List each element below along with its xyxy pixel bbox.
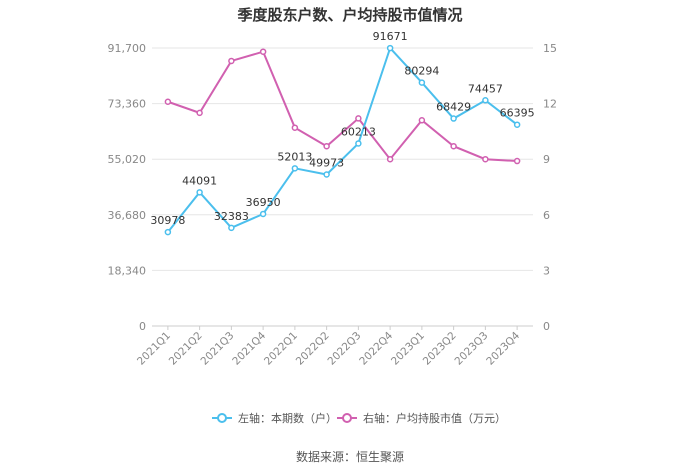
market-value-point[interactable] xyxy=(418,117,426,124)
market-value-point[interactable] xyxy=(386,155,394,163)
left-axis-tick-label: 36,680 xyxy=(108,209,147,222)
x-axis-tick-label: 2023Q3 xyxy=(453,330,491,368)
holders-data-label: 91671 xyxy=(373,30,408,43)
market-value-point[interactable] xyxy=(355,115,362,122)
holders-point[interactable] xyxy=(386,44,394,52)
market-value-point[interactable] xyxy=(482,155,489,163)
holders-data-label: 80294 xyxy=(404,65,439,78)
holders-point[interactable] xyxy=(513,121,521,128)
holders-point[interactable] xyxy=(228,224,235,232)
series-line-market-value xyxy=(167,50,518,163)
market-value-point[interactable] xyxy=(259,48,267,55)
grid-lines xyxy=(152,47,533,327)
right-axis-tick-label: 6 xyxy=(543,209,550,222)
holders-point[interactable] xyxy=(164,228,172,236)
legend-swatch-right-marker xyxy=(342,413,352,423)
holders-data-label: 36950 xyxy=(246,196,281,209)
market-value-point[interactable] xyxy=(450,142,457,150)
legend-label-left: 左轴：本期数（户） xyxy=(238,411,337,425)
holders-data-label: 68429 xyxy=(436,101,471,114)
holders-data-label: 30978 xyxy=(150,214,185,227)
series-line-holders xyxy=(167,46,518,233)
holders-data-label: 60213 xyxy=(341,125,376,138)
x-axis-ticks: 2021Q12021Q22021Q32021Q42022Q12022Q22022… xyxy=(135,326,522,368)
market-value-point[interactable] xyxy=(196,109,203,117)
legend-swatch-left-marker xyxy=(217,413,227,423)
holders-point[interactable] xyxy=(291,165,299,172)
x-axis-tick-label: 2021Q4 xyxy=(230,329,268,367)
left-axis-tick-label: 0 xyxy=(139,320,146,333)
holders-point[interactable] xyxy=(323,171,330,178)
holders-data-label: 49973 xyxy=(309,157,344,170)
market-value-point[interactable] xyxy=(164,98,172,105)
holders-point[interactable] xyxy=(355,140,362,147)
market-value-point[interactable] xyxy=(513,157,521,165)
market-value-point[interactable] xyxy=(323,142,330,150)
x-axis-tick-label: 2021Q1 xyxy=(135,330,173,368)
holders-data-label: 66395 xyxy=(500,107,535,120)
holders-data-label: 74457 xyxy=(468,82,503,95)
right-axis-tick-label: 15 xyxy=(543,42,557,55)
right-axis-ticks: 0 3 6 9 12 15 xyxy=(543,42,557,333)
right-axis-tick-label: 3 xyxy=(543,264,550,277)
chart-title: 季度股东户数、户均持股市值情况 xyxy=(237,6,462,24)
holders-data-label: 44091 xyxy=(182,174,217,187)
legend-item-left-series[interactable]: 左轴：本期数（户） xyxy=(212,411,337,425)
x-axis-tick-label: 2023Q4 xyxy=(484,329,522,367)
holders-point[interactable] xyxy=(259,210,267,218)
left-axis-tick-label: 18,340 xyxy=(108,264,147,277)
legend[interactable]: 左轴：本期数（户） 右轴：户均持股市值（万元） xyxy=(212,411,506,425)
series-layer xyxy=(164,44,521,236)
data-source: 数据来源：恒生聚源 xyxy=(296,449,404,464)
x-axis-tick-label: 2022Q3 xyxy=(326,330,364,368)
market-value-point[interactable] xyxy=(291,124,299,131)
holders-point[interactable] xyxy=(418,79,426,86)
x-axis-tick-label: 2021Q2 xyxy=(167,330,205,368)
left-axis-tick-label: 91,700 xyxy=(108,42,147,55)
x-axis-tick-label: 2022Q1 xyxy=(262,330,300,368)
left-axis-tick-label: 73,360 xyxy=(108,98,147,111)
x-axis-tick-label: 2023Q1 xyxy=(389,330,427,368)
right-axis-tick-label: 9 xyxy=(543,153,550,166)
market-value-point[interactable] xyxy=(228,57,235,65)
right-axis-tick-label: 0 xyxy=(543,320,550,333)
holders-data-label: 52013 xyxy=(277,150,312,163)
holders-point[interactable] xyxy=(450,115,457,122)
left-axis-ticks: 0 18,340 36,680 55,020 73,360 91,700 xyxy=(108,42,147,333)
holders-point[interactable] xyxy=(196,189,203,196)
x-axis-tick-label: 2022Q4 xyxy=(357,329,395,367)
x-axis-tick-label: 2021Q3 xyxy=(199,330,237,368)
holders-point[interactable] xyxy=(482,97,489,104)
left-axis-tick-label: 55,020 xyxy=(108,153,147,166)
holders-data-label: 32383 xyxy=(214,210,249,223)
right-axis-tick-label: 12 xyxy=(543,98,557,111)
legend-label-right: 右轴：户均持股市值（万元） xyxy=(363,411,506,425)
legend-item-right-series[interactable]: 右轴：户均持股市值（万元） xyxy=(337,411,506,425)
x-axis-tick-label: 2022Q2 xyxy=(294,330,332,368)
x-axis-tick-label: 2023Q2 xyxy=(421,330,459,368)
